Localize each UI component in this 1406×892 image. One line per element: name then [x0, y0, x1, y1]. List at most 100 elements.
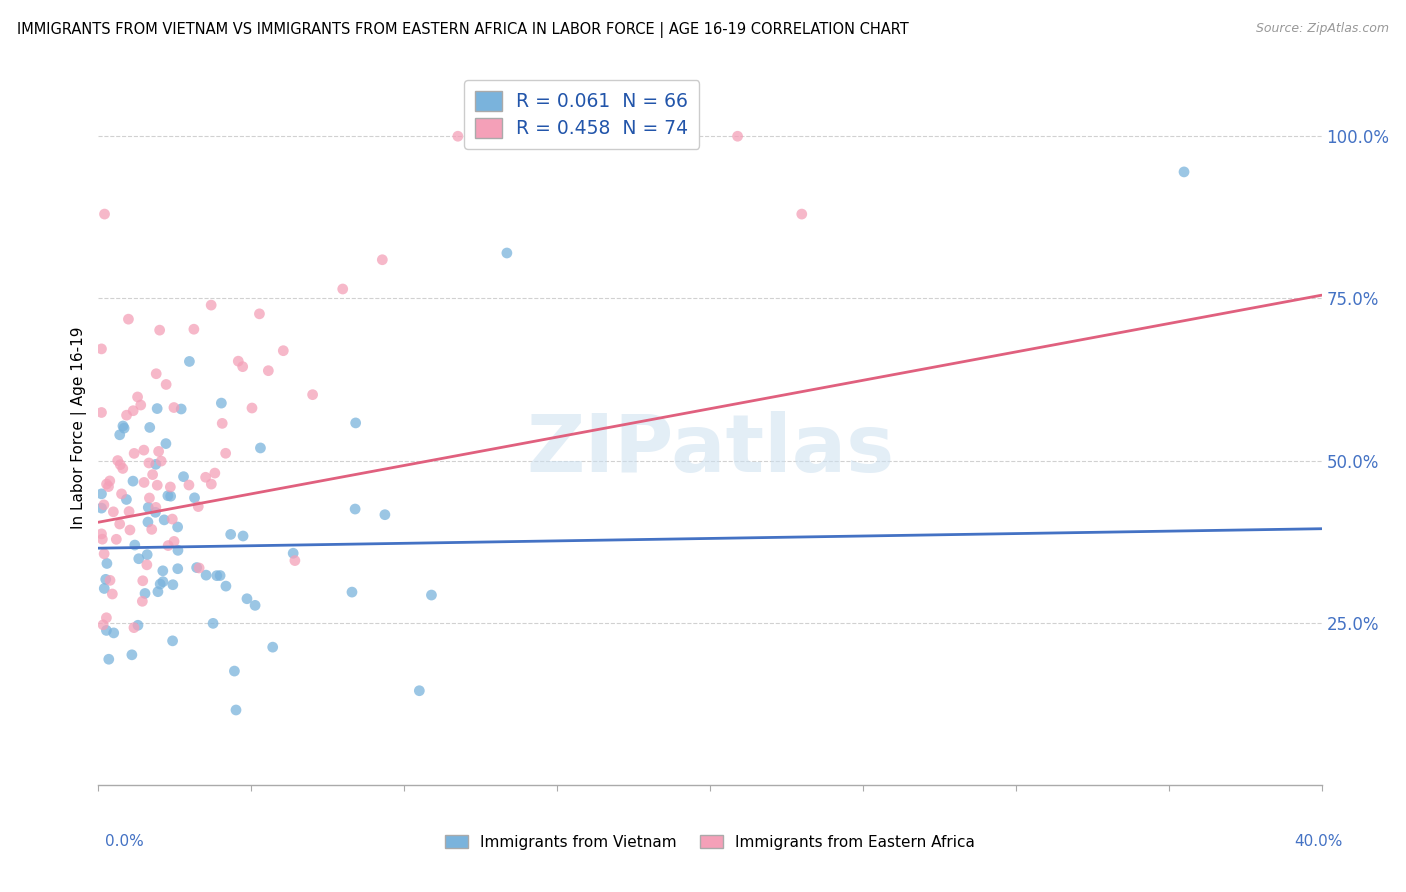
Point — [283, 546, 305, 560]
Point — [240, 401, 263, 415]
Point — [121, 648, 143, 662]
Point — [136, 515, 159, 529]
Point — [159, 489, 181, 503]
Text: Source: ZipAtlas.com: Source: ZipAtlas.com — [1256, 22, 1389, 36]
Point — [138, 456, 160, 470]
Point — [344, 502, 367, 516]
Point — [420, 588, 443, 602]
Point — [111, 461, 134, 475]
Point — [90, 501, 112, 516]
Point — [149, 577, 172, 591]
Point — [97, 480, 120, 494]
Point — [257, 364, 280, 378]
Point — [163, 534, 186, 549]
Point — [496, 246, 519, 260]
Point — [146, 584, 169, 599]
Point — [209, 396, 232, 410]
Point — [90, 342, 112, 356]
Point — [93, 207, 115, 221]
Point — [132, 574, 155, 588]
Point — [183, 322, 205, 336]
Point — [232, 529, 254, 543]
Point — [249, 307, 271, 321]
Point — [145, 367, 167, 381]
Point — [155, 377, 177, 392]
Point — [177, 478, 200, 492]
Point — [224, 664, 246, 678]
Point — [183, 491, 205, 505]
Point — [149, 323, 172, 337]
Point — [447, 129, 470, 144]
Point — [243, 599, 266, 613]
Point — [205, 568, 228, 582]
Point — [153, 513, 176, 527]
Text: IMMIGRANTS FROM VIETNAM VS IMMIGRANTS FROM EASTERN AFRICA IN LABOR FORCE | AGE 1: IMMIGRANTS FROM VIETNAM VS IMMIGRANTS FR… — [17, 22, 908, 38]
Point — [146, 401, 169, 416]
Point — [195, 568, 218, 582]
Point — [134, 586, 156, 600]
Point — [301, 387, 323, 401]
Point — [214, 446, 236, 460]
Point — [340, 585, 363, 599]
Point — [129, 398, 152, 412]
Point — [93, 547, 115, 561]
Point — [162, 512, 184, 526]
Point — [96, 557, 118, 571]
Point — [284, 553, 307, 567]
Point — [173, 469, 195, 483]
Point — [90, 487, 112, 501]
Point — [167, 543, 190, 558]
Point — [93, 582, 115, 596]
Point — [344, 416, 367, 430]
Legend: Immigrants from Vietnam, Immigrants from Eastern Africa: Immigrants from Vietnam, Immigrants from… — [439, 829, 981, 855]
Point — [188, 561, 211, 575]
Point — [136, 500, 159, 515]
Point — [371, 252, 394, 267]
Point — [103, 626, 125, 640]
Point — [101, 587, 124, 601]
Point — [232, 359, 254, 374]
Point — [202, 616, 225, 631]
Point — [166, 562, 188, 576]
Point — [108, 427, 131, 442]
Point — [118, 504, 141, 518]
Point — [91, 532, 114, 546]
Point — [209, 568, 232, 582]
Point — [128, 551, 150, 566]
Point — [107, 453, 129, 467]
Point — [332, 282, 354, 296]
Point — [152, 564, 174, 578]
Point — [152, 574, 174, 589]
Point — [110, 458, 132, 472]
Point — [225, 703, 247, 717]
Point — [204, 466, 226, 480]
Point — [132, 443, 155, 458]
Point — [127, 390, 149, 404]
Point — [118, 523, 141, 537]
Point — [159, 480, 181, 494]
Point — [122, 446, 145, 460]
Point — [249, 441, 271, 455]
Point — [141, 522, 163, 536]
Point — [271, 343, 294, 358]
Point — [122, 621, 145, 635]
Point — [91, 617, 114, 632]
Point — [110, 487, 132, 501]
Point — [124, 538, 146, 552]
Point — [90, 405, 112, 419]
Point — [262, 640, 284, 655]
Point — [96, 611, 118, 625]
Point — [226, 354, 249, 368]
Point — [90, 527, 112, 541]
Point — [215, 579, 238, 593]
Point — [162, 578, 184, 592]
Point — [139, 420, 162, 434]
Point — [374, 508, 396, 522]
Point — [790, 207, 813, 221]
Point — [236, 591, 259, 606]
Text: 40.0%: 40.0% — [1295, 834, 1343, 849]
Point — [163, 401, 186, 415]
Point — [1173, 165, 1195, 179]
Point — [162, 633, 184, 648]
Point — [142, 467, 165, 482]
